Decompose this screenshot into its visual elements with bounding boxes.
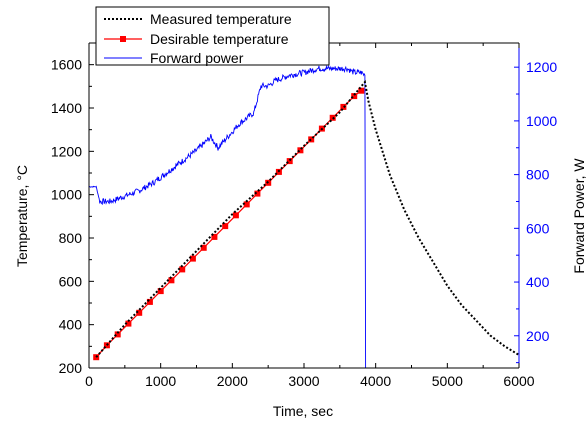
desirable-point [168, 277, 175, 284]
desirable-point [125, 320, 132, 327]
left-y-tick-label: 800 [59, 230, 83, 246]
right-y-tick-label: 400 [526, 274, 550, 290]
left-y-tick-label: 600 [59, 273, 83, 289]
desirable-point [146, 298, 153, 305]
legend: Measured temperature Desirable temperatu… [95, 6, 330, 66]
x-tick-label: 5000 [432, 373, 463, 389]
legend-box [95, 6, 330, 66]
right-y-axis-label: Forward Power, W [571, 158, 587, 274]
x-tick-label: 1000 [145, 373, 176, 389]
desirable-point [211, 233, 218, 240]
desirable-point [222, 223, 229, 230]
desirable-point [358, 87, 365, 94]
right-y-tick-label: 800 [526, 167, 550, 183]
desirable-point [243, 201, 250, 208]
left-y-tick-label: 200 [59, 360, 83, 376]
desirable-point [179, 266, 186, 273]
desirable-point [308, 136, 315, 143]
left-y-tick-label: 400 [59, 317, 83, 333]
axes: 0 1000 2000 3000 4000 5000 6000 200 400 600 800 100… [51, 42, 557, 389]
desirable-point [232, 212, 239, 219]
desirable-point [114, 331, 121, 338]
x-axis-label: Time, sec [273, 403, 333, 419]
x-tick-label: 2000 [217, 373, 248, 389]
x-tick-label: 0 [85, 373, 93, 389]
legend-label-power: Forward power [150, 50, 244, 66]
left-y-tick-label: 1000 [51, 187, 82, 203]
desirable-point [136, 309, 143, 316]
right-y-tick-label: 600 [526, 220, 550, 236]
x-tick-label: 4000 [360, 373, 391, 389]
plot-area [88, 64, 520, 369]
desirable-point [297, 147, 304, 154]
left-y-axis-label: Temperature, °C [14, 165, 30, 267]
legend-label-desirable: Desirable temperature [150, 31, 289, 47]
desirable-point [157, 288, 164, 295]
desirable-point [286, 158, 293, 165]
right-y-tick-label: 200 [526, 328, 550, 344]
series-measured-line [95, 79, 520, 358]
left-y-tick-label: 1400 [51, 100, 82, 116]
legend-label-measured: Measured temperature [150, 11, 292, 27]
left-y-tick-label: 1600 [51, 57, 82, 73]
desirable-point [254, 190, 261, 197]
series-forward-power-line [88, 64, 367, 369]
desirable-point [351, 93, 358, 100]
x-tick-label: 3000 [288, 373, 319, 389]
right-y-tick-label: 1200 [526, 59, 557, 75]
right-y-tick-label: 1000 [526, 113, 557, 129]
desirable-point [200, 244, 207, 251]
x-tick-label: 6000 [503, 373, 534, 389]
legend-marker-desirable [120, 36, 126, 42]
desirable-point [189, 255, 196, 262]
left-y-tick-label: 1200 [51, 143, 82, 159]
